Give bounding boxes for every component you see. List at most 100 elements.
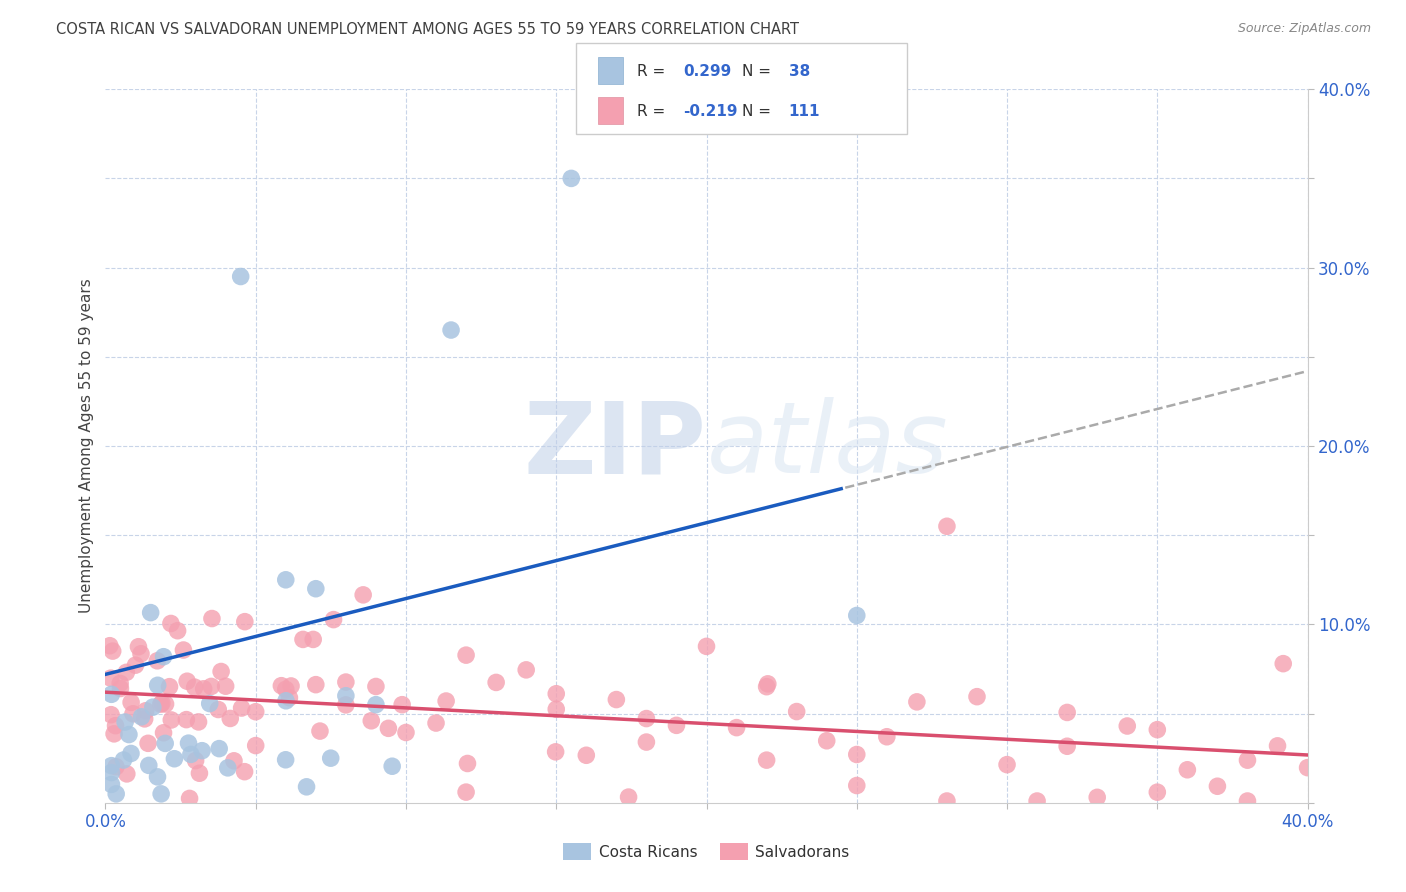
Point [172, 643, 194, 657]
Point [456, 756, 478, 771]
Point [152, 649, 174, 664]
Point [188, 766, 211, 780]
Point [142, 700, 165, 714]
Point [966, 690, 988, 704]
Point [515, 663, 537, 677]
Point [274, 682, 297, 697]
Point [231, 701, 253, 715]
Point [229, 269, 252, 284]
Point [153, 736, 176, 750]
Point [1177, 763, 1199, 777]
Point [191, 744, 214, 758]
Point [120, 747, 142, 761]
Point [352, 588, 374, 602]
Point [105, 760, 128, 774]
Point [152, 726, 174, 740]
Point [118, 727, 141, 741]
Point [149, 697, 172, 711]
Point [936, 519, 959, 533]
Point [280, 679, 302, 693]
Point [544, 745, 567, 759]
Point [150, 696, 173, 710]
Point [150, 787, 173, 801]
Point [200, 680, 222, 694]
Point [233, 764, 256, 779]
Point [845, 608, 868, 623]
Text: N =: N = [742, 64, 776, 79]
Point [381, 759, 404, 773]
Point [219, 711, 242, 725]
Point [278, 690, 301, 705]
Point [131, 710, 153, 724]
Point [120, 695, 142, 709]
Point [1267, 739, 1289, 753]
Point [319, 751, 342, 765]
Point [322, 613, 344, 627]
Point [233, 615, 256, 629]
Point [124, 658, 146, 673]
Point [1146, 723, 1168, 737]
Point [115, 665, 138, 680]
Point [335, 689, 357, 703]
Point [105, 787, 128, 801]
Point [163, 752, 186, 766]
Point [207, 702, 229, 716]
Point [159, 680, 181, 694]
Point [665, 718, 688, 732]
Point [176, 674, 198, 689]
Text: R =: R = [637, 103, 671, 119]
Legend: Costa Ricans, Salvadorans: Costa Ricans, Salvadorans [557, 837, 856, 866]
Point [815, 733, 838, 747]
Point [377, 722, 399, 736]
Point [1026, 794, 1049, 808]
Point [139, 606, 162, 620]
Point [364, 698, 387, 712]
Point [274, 753, 297, 767]
Point [305, 678, 328, 692]
Point [160, 616, 183, 631]
Point [440, 323, 463, 337]
Point [905, 695, 928, 709]
Point [135, 704, 157, 718]
Point [100, 707, 122, 722]
Point [100, 765, 122, 780]
Text: 111: 111 [789, 103, 820, 119]
Point [1085, 790, 1108, 805]
Point [335, 698, 357, 712]
Point [127, 640, 149, 654]
Point [100, 777, 122, 791]
Point [160, 713, 183, 727]
Point [115, 767, 138, 781]
Text: COSTA RICAN VS SALVADORAN UNEMPLOYMENT AMONG AGES 55 TO 59 YEARS CORRELATION CHA: COSTA RICAN VS SALVADORAN UNEMPLOYMENT A… [56, 22, 799, 37]
Point [134, 712, 156, 726]
Point [617, 790, 640, 805]
Point [454, 785, 477, 799]
Point [1236, 753, 1258, 767]
Point [335, 675, 357, 690]
Point [209, 665, 232, 679]
Text: 38: 38 [789, 64, 810, 79]
Point [1206, 779, 1229, 793]
Point [1056, 739, 1078, 754]
Point [100, 758, 122, 772]
Point [1146, 785, 1168, 799]
Point [184, 754, 207, 768]
Text: N =: N = [742, 103, 776, 119]
Point [136, 736, 159, 750]
Point [395, 725, 418, 739]
Point [146, 770, 169, 784]
Point [245, 705, 267, 719]
Y-axis label: Unemployment Among Ages 55 to 59 years: Unemployment Among Ages 55 to 59 years [79, 278, 94, 614]
Point [302, 632, 325, 647]
Point [245, 739, 267, 753]
Point [295, 780, 318, 794]
Point [360, 714, 382, 728]
Point [560, 171, 582, 186]
Point [605, 692, 627, 706]
Point [183, 680, 205, 694]
Point [434, 694, 457, 708]
Point [112, 753, 135, 767]
Point [270, 679, 292, 693]
Point [1056, 706, 1078, 720]
Point [217, 761, 239, 775]
